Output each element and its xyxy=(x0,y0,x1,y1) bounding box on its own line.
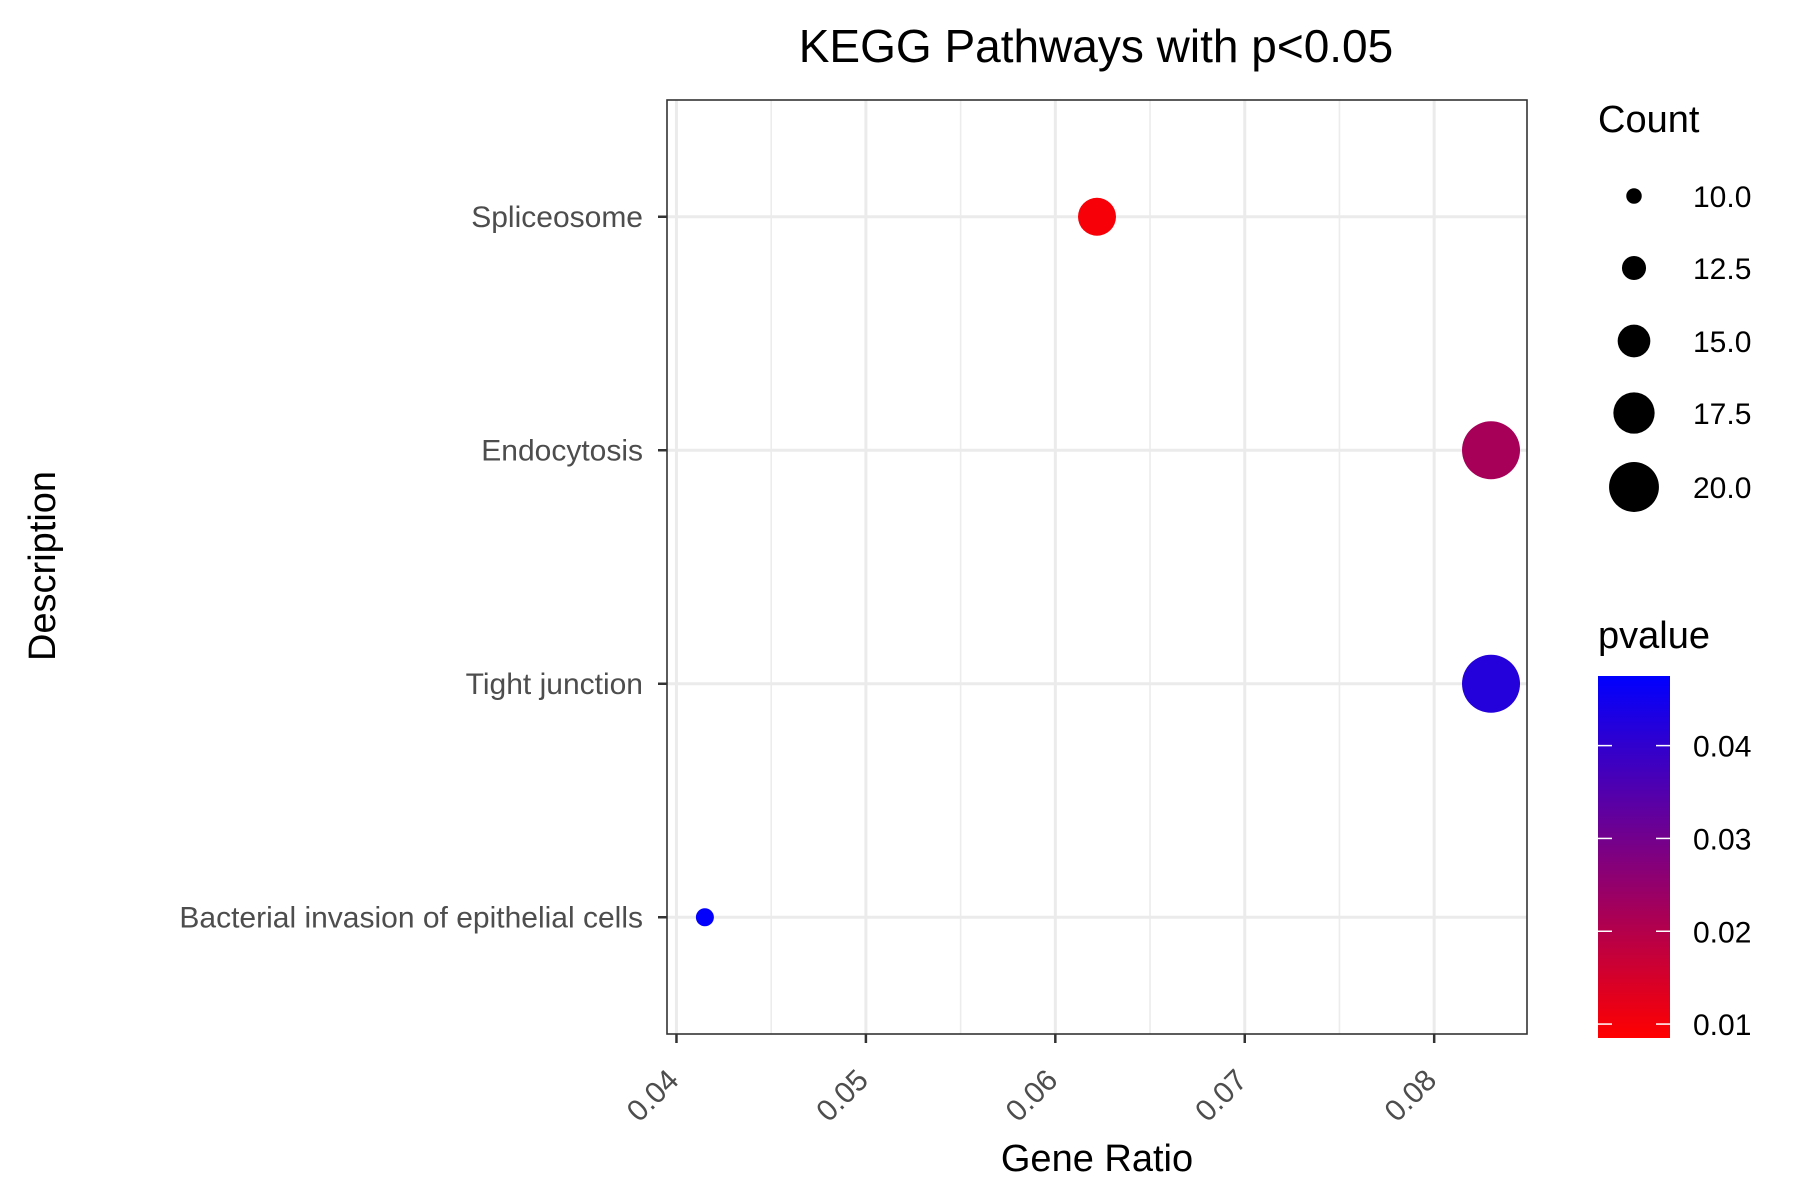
size-legend-title: Count xyxy=(1598,99,1700,141)
axis-ticks: 0.04 0.05 0.06 0.07 0.08 Spliceosome Endocytos… xyxy=(179,201,1443,1128)
data-point xyxy=(695,908,714,927)
data-points xyxy=(695,197,1521,927)
color-legend-label: 0.04 xyxy=(1693,731,1751,764)
color-legend-title: pvalue xyxy=(1598,615,1710,657)
size-legend-dot xyxy=(1609,462,1659,512)
size-legend-dot xyxy=(1621,255,1647,281)
size-legend: Count 10.0 12.5 15.0 17.5 20.0 xyxy=(1598,99,1751,512)
y-tick-label: Tight junction xyxy=(466,668,643,701)
size-legend-dot xyxy=(1617,324,1651,358)
size-legend-items: 10.0 12.5 15.0 17.5 20.0 xyxy=(1609,181,1751,512)
y-tick-label: Endocytosis xyxy=(481,434,643,467)
x-tick-label: 0.05 xyxy=(810,1064,875,1129)
x-tick-label: 0.04 xyxy=(621,1064,686,1129)
size-legend-label: 17.5 xyxy=(1693,398,1751,431)
grid-lines xyxy=(667,100,1527,1034)
color-legend-items: 0.04 0.03 0.02 0.01 xyxy=(1598,731,1751,1042)
y-tick-label: Spliceosome xyxy=(471,201,643,234)
color-legend-label: 0.03 xyxy=(1693,823,1751,856)
color-legend-label: 0.01 xyxy=(1693,1009,1751,1042)
size-legend-label: 15.0 xyxy=(1693,326,1751,359)
x-tick-label: 0.06 xyxy=(1000,1064,1065,1129)
color-legend: pvalue 0.04 0.03 0.02 0.01 xyxy=(1598,615,1751,1042)
size-legend-dot xyxy=(1613,392,1655,434)
size-legend-label: 10.0 xyxy=(1693,181,1751,214)
data-point xyxy=(1462,654,1521,713)
y-tick-label: Bacterial invasion of epithelial cells xyxy=(179,901,643,934)
plot-panel-border xyxy=(666,99,1528,1035)
color-legend-label: 0.02 xyxy=(1693,916,1751,949)
x-axis-title: Gene Ratio xyxy=(1001,1138,1193,1180)
color-bar xyxy=(1598,676,1670,1038)
x-tick-label: 0.08 xyxy=(1379,1064,1444,1129)
x-tick-label: 0.07 xyxy=(1189,1064,1254,1129)
size-legend-dot xyxy=(1626,188,1642,204)
data-point xyxy=(1078,197,1116,236)
size-legend-label: 12.5 xyxy=(1693,253,1751,286)
chart-title: KEGG Pathways with p<0.05 xyxy=(799,20,1393,72)
y-axis-title: Description xyxy=(22,471,64,661)
data-point xyxy=(1462,421,1521,480)
size-legend-label: 20.0 xyxy=(1693,472,1751,505)
